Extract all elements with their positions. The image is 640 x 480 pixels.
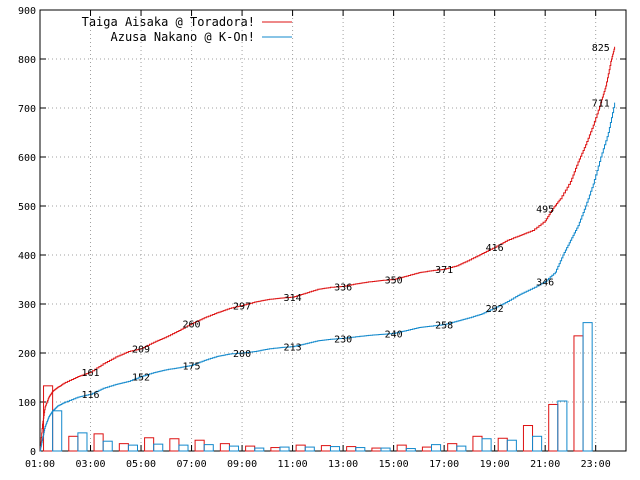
data-label: 116 xyxy=(81,390,99,401)
data-label: 209 xyxy=(132,345,150,356)
hourly-bar xyxy=(194,439,205,452)
hourly-bar xyxy=(522,425,534,452)
hourly-bar xyxy=(178,444,189,452)
data-label: 240 xyxy=(385,329,403,340)
data-label: 260 xyxy=(183,320,201,331)
hourly-bar xyxy=(472,435,483,452)
y-tick-label: 300 xyxy=(18,300,36,311)
hourly-bar xyxy=(219,443,230,452)
data-label: 371 xyxy=(435,265,453,276)
hourly-bar xyxy=(93,433,104,452)
data-label: 230 xyxy=(334,334,352,345)
hourly-bar xyxy=(431,444,442,452)
hourly-bar xyxy=(52,410,63,452)
y-tick-label: 800 xyxy=(18,55,36,66)
x-tick-label: 09:00 xyxy=(227,459,257,470)
data-label: 258 xyxy=(435,321,453,332)
hourly-bar xyxy=(329,446,341,452)
hourly-bar xyxy=(228,445,240,452)
y-tick-label: 500 xyxy=(18,202,36,213)
hourly-bar xyxy=(77,432,88,452)
x-tick-label: 23:00 xyxy=(581,459,611,470)
x-tick-label: 01:00 xyxy=(25,459,55,470)
hourly-bar xyxy=(405,448,416,452)
data-label: 152 xyxy=(132,373,150,384)
data-label: 161 xyxy=(81,368,99,379)
x-tick-label: 21:00 xyxy=(530,459,560,470)
data-label: 350 xyxy=(385,276,403,287)
data-label: 297 xyxy=(233,301,251,312)
x-tick-label: 07:00 xyxy=(176,459,206,470)
hourly-bar xyxy=(153,443,164,452)
legend-label: Azusa Nakano @ K-On! xyxy=(111,30,256,44)
hourly-bar xyxy=(203,444,214,452)
data-label: 314 xyxy=(284,293,302,304)
data-label: 336 xyxy=(334,282,352,293)
hourly-bar xyxy=(68,435,79,452)
data-label: 825 xyxy=(592,43,610,54)
hourly-bar xyxy=(295,444,306,452)
y-tick-label: 900 xyxy=(18,6,36,17)
hourly-bar xyxy=(421,446,433,452)
hourly-bar xyxy=(245,445,256,452)
x-tick-label: 17:00 xyxy=(429,459,459,470)
data-label: 175 xyxy=(183,361,201,372)
hourly-bar xyxy=(506,439,517,452)
hourly-bar xyxy=(380,447,391,452)
hourly-bar xyxy=(320,445,331,452)
hourly-bar xyxy=(144,437,155,452)
hourly-bar xyxy=(456,445,467,452)
x-tick-label: 03:00 xyxy=(75,459,105,470)
hourly-bar xyxy=(497,437,508,452)
hourly-bar xyxy=(532,435,543,452)
hourly-bar xyxy=(355,447,366,452)
y-tick-label: 700 xyxy=(18,104,36,115)
series-line xyxy=(39,46,616,452)
data-label: 292 xyxy=(486,304,504,315)
hourly-bar xyxy=(254,447,265,452)
y-tick-label: 600 xyxy=(18,153,36,164)
x-tick-label: 13:00 xyxy=(328,459,358,470)
hourly-bar xyxy=(371,447,382,452)
hourly-bar xyxy=(573,335,584,452)
hourly-bar xyxy=(102,440,113,452)
y-tick-label: 200 xyxy=(18,349,36,360)
legend: Taiga Aisaka @ Toradora!Azusa Nakano @ K… xyxy=(82,15,292,44)
data-label: 213 xyxy=(284,343,302,354)
y-tick-label: 400 xyxy=(18,251,36,262)
x-tick-label: 19:00 xyxy=(480,459,510,470)
series-line xyxy=(39,102,616,452)
hourly-bar xyxy=(118,443,129,452)
hourly-bar xyxy=(270,447,281,452)
x-tick-label: 11:00 xyxy=(278,459,308,470)
hourly-bar xyxy=(481,438,492,452)
y-tick-label: 0 xyxy=(30,447,36,458)
data-label: 346 xyxy=(536,277,554,288)
hourly-bar xyxy=(447,443,458,452)
hourly-bar xyxy=(304,446,315,452)
hourly-bar xyxy=(582,322,593,452)
hourly-bar xyxy=(557,400,568,452)
x-tick-label: 05:00 xyxy=(126,459,156,470)
data-label: 200 xyxy=(233,349,251,360)
data-label: 711 xyxy=(592,99,610,110)
hourly-bar xyxy=(396,444,407,452)
hourly-bar xyxy=(127,444,138,452)
hourly-bar xyxy=(346,446,357,452)
hourly-bar xyxy=(548,403,559,452)
hourly-bar xyxy=(279,446,290,452)
plot-frame xyxy=(39,9,627,452)
hourly-bar xyxy=(169,438,180,452)
y-tick-label: 100 xyxy=(18,398,36,409)
legend-label: Taiga Aisaka @ Toradora! xyxy=(82,15,255,29)
data-label: 416 xyxy=(486,243,504,254)
x-tick-label: 15:00 xyxy=(379,459,409,470)
data-label: 495 xyxy=(536,204,554,215)
